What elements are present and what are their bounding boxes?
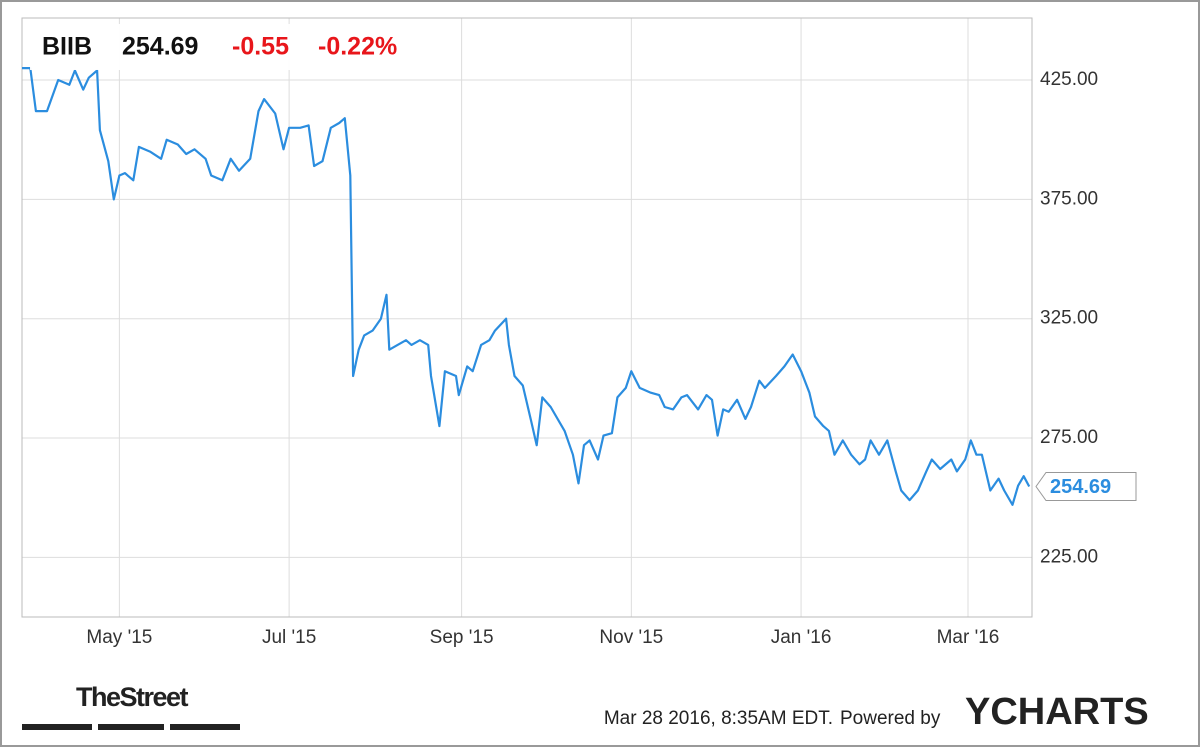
ycharts-logo: YCHARTS (965, 691, 1149, 733)
brand: TheStreet (76, 682, 189, 712)
brand-dash (170, 724, 240, 730)
change-pct: -0.22% (318, 33, 397, 61)
grid (22, 18, 1032, 617)
last-value-tag (1035, 471, 1137, 501)
price: 254.69 (122, 33, 198, 61)
plot-border (21, 17, 1033, 618)
header-box (30, 24, 435, 70)
powered-by: Powered by (840, 708, 941, 729)
lines (22, 67, 1031, 506)
ticker: BIIB (42, 33, 92, 61)
x-tick-label: Sep '15 (430, 627, 494, 648)
y-tick-label: 375.00 (1040, 188, 1098, 209)
y-tick-label: 425.00 (1040, 69, 1098, 90)
x-tick-label: Jul '15 (262, 627, 316, 648)
timestamp: Mar 28 2016, 8:35AM EDT. (604, 708, 833, 729)
brand-dash (22, 724, 92, 730)
y-tick-label: 325.00 (1040, 308, 1098, 329)
x-tick-label: Nov '15 (599, 627, 663, 648)
y-tick-label: 225.00 (1040, 546, 1098, 567)
x-tick-label: Jan '16 (771, 627, 832, 648)
y-tick-label: 275.00 (1040, 427, 1098, 448)
x-tick-label: Mar '16 (937, 627, 1000, 648)
brand-dash (98, 724, 164, 730)
last-value-label: 254.69 (1050, 476, 1111, 498)
change: -0.55 (232, 33, 289, 61)
x-tick-label: May '15 (86, 627, 152, 648)
price-line (22, 67, 1031, 506)
axes: 225.00 275.00 325.00 375.00 425.00 May '15 Jul… (86, 69, 1137, 648)
